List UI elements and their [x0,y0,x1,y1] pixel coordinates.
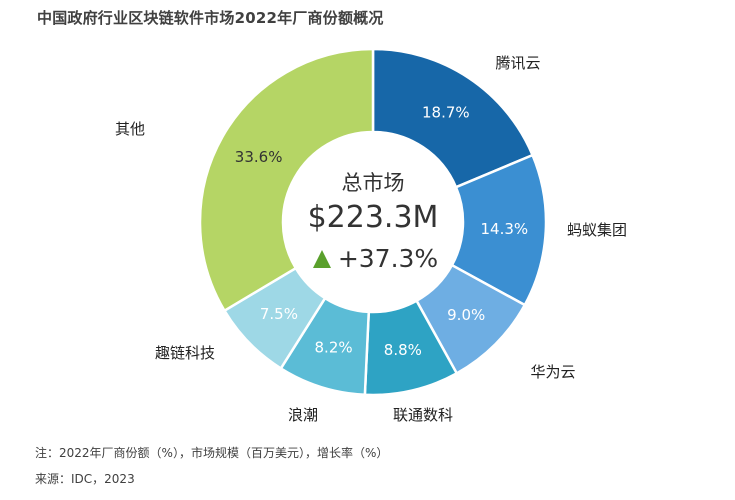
category-label-3: 华为云 [530,363,575,381]
up-triangle-icon [313,250,331,268]
slice-value-label-7: 33.6% [235,148,283,166]
footnote-source: 来源：IDC，2023 [35,472,135,486]
slice-value-label-6: 7.5% [260,305,298,323]
category-label-4: 联通数科 [393,406,453,424]
center-total-value: $223.3M [308,200,439,235]
center-summary: 总市场 $223.3M +37.3% [308,171,439,273]
slice-value-label-3: 9.0% [447,306,485,324]
donut-slices [198,47,548,397]
chart-title: 中国政府行业区块链软件市场2022年厂商份额概况 [37,9,384,27]
category-label-6: 趣链科技 [155,344,215,362]
center-growth-value: +37.3% [338,244,438,273]
category-label-7: 其他 [115,120,145,138]
slice-value-label-1: 18.7% [422,104,470,122]
category-label-2: 蚂蚁集团 [567,221,627,239]
slice-value-labels: 18.7% 14.3% 9.0% 8.8% 8.2% 7.5% 33.6% [235,104,528,360]
slice-value-label-4: 8.8% [384,341,422,359]
slice-value-label-2: 14.3% [480,220,528,238]
footnote-note: 注：2022年厂商份额（%），市场规模（百万美元），增长率（%） [35,446,389,460]
category-label-1: 腾讯云 [495,54,540,72]
slice-value-label-5: 8.2% [315,338,353,356]
center-total-label: 总市场 [342,171,405,195]
category-label-5: 浪潮 [288,406,318,424]
